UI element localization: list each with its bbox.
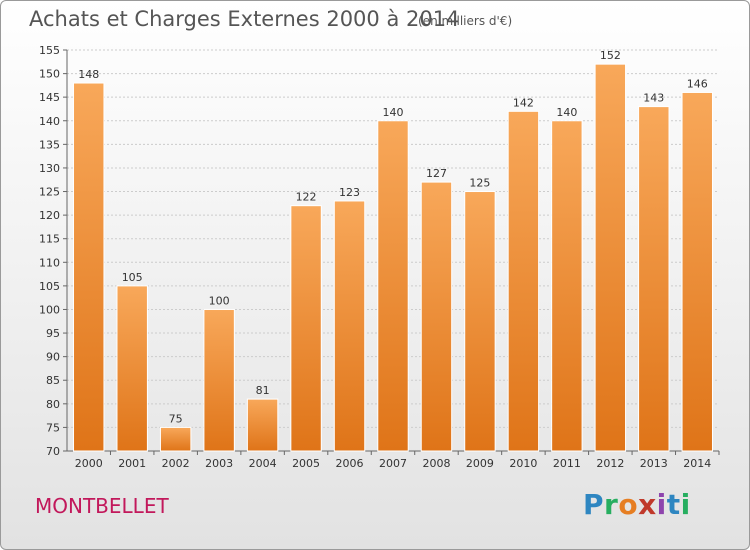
x-tick-label: 2007 [379,457,407,470]
y-tick-label: 100 [39,303,60,316]
y-tick-label: 115 [39,233,60,246]
x-tick-label: 2008 [422,457,450,470]
bar-value-label: 105 [122,271,143,284]
x-tick-label: 2013 [640,457,668,470]
bar [681,91,713,452]
bar [333,200,366,452]
y-tick-label: 155 [39,44,60,57]
bar-value-label: 142 [513,96,534,109]
bar [73,82,105,452]
y-tick-label: 85 [46,374,60,387]
bar [203,308,235,452]
bar-value-label: 140 [383,106,404,119]
y-tick-label: 95 [46,327,60,340]
logo-letter: r [604,488,619,521]
logo-letter: o [618,488,639,521]
bar-value-label: 123 [339,186,360,199]
bar-value-label: 146 [687,77,708,90]
bar [290,205,322,452]
y-tick-label: 135 [39,138,60,151]
bar [246,398,279,452]
y-tick-label: 105 [39,280,60,293]
bar-value-label: 148 [78,68,99,81]
y-tick-label: 130 [39,162,60,175]
x-tick-label: 2010 [509,457,537,470]
bar-value-label: 140 [556,106,577,119]
y-tick-label: 70 [46,445,60,458]
logo-letter: x [638,488,657,521]
bar [507,110,540,452]
chart-title: Achats et Charges Externes 2000 à 2014 [29,7,460,31]
x-tick-label: 2012 [596,457,624,470]
bar [377,120,409,452]
y-tick-label: 145 [39,91,60,104]
x-tick-label: 2014 [683,457,711,470]
bar [420,181,453,452]
bar-value-label: 127 [426,167,447,180]
bar [638,106,670,452]
x-tick-label: 2005 [292,457,320,470]
y-tick-label: 75 [46,421,60,434]
y-tick-label: 110 [39,256,60,269]
bar-value-label: 143 [643,92,664,105]
logo-letter: i [656,488,667,521]
bar [116,285,148,452]
bar-value-label: 122 [296,191,317,204]
bar-value-label: 81 [256,384,270,397]
bar [594,63,627,452]
x-tick-label: 2000 [75,457,103,470]
bar-value-label: 100 [209,294,230,307]
x-tick-label: 2009 [466,457,494,470]
y-tick-label: 120 [39,209,60,222]
x-tick-label: 2001 [118,457,146,470]
x-tick-label: 2003 [205,457,233,470]
x-tick-label: 2002 [162,457,190,470]
logo-letter: i [680,488,691,521]
labels: 70 75 80 85 90 95 100 105 110 115 120 125 130 135 140 1… [39,44,711,470]
proxiti-logo: Proxiti [583,488,691,521]
bar [464,191,496,452]
x-tick-label: 2011 [553,457,581,470]
y-tick-label: 140 [39,115,60,128]
y-tick-label: 125 [39,186,60,199]
commune-name: MONTBELLET [35,494,169,518]
bar [551,120,583,452]
x-tick-label: 2006 [336,457,364,470]
logo-letter: P [583,488,605,521]
bar-value-label: 75 [169,412,183,425]
bars [73,63,713,452]
bar-value-label: 125 [469,177,490,190]
chart-subtitle: (en milliers d'€) [418,14,513,28]
x-tick-label: 2004 [249,457,277,470]
y-tick-label: 80 [46,398,60,411]
y-tick-label: 90 [46,351,60,364]
bar [159,426,192,452]
bar-value-label: 152 [600,49,621,62]
logo-letter: t [666,488,681,521]
y-tick-label: 150 [39,68,60,81]
